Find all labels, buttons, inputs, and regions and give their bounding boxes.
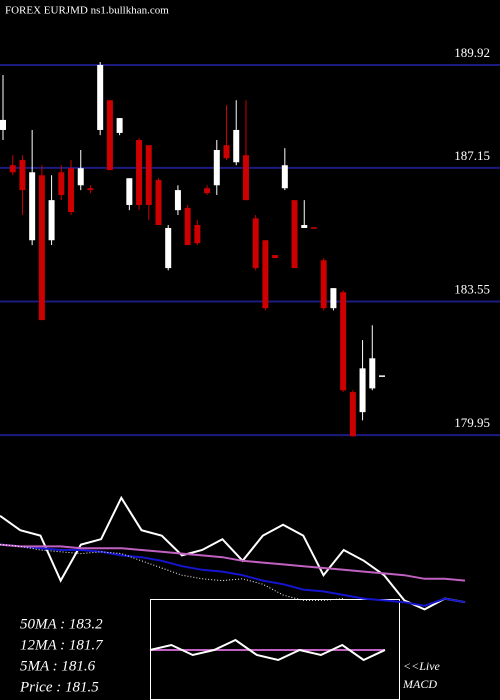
candle-body: [330, 288, 337, 309]
candle-body: [233, 129, 240, 163]
candle-body: [106, 100, 113, 171]
candle-body: [204, 188, 211, 194]
y-tick-label: 179.95: [454, 415, 490, 430]
candle-body: [145, 145, 152, 205]
candle-body: [359, 368, 366, 413]
macd-label: <<Live: [403, 659, 441, 673]
candle-body: [213, 150, 220, 186]
candle-body: [38, 175, 45, 321]
candle-body: [340, 292, 347, 391]
candle-body: [97, 64, 104, 130]
candle-body: [9, 165, 16, 173]
y-tick-label: 189.92: [454, 45, 490, 60]
candle-body: [281, 165, 288, 189]
candle-body: [262, 240, 269, 309]
stat-label: 5MA : 181.6: [20, 658, 96, 674]
chart-title: FOREX EURJMD ns1.bullkhan.com: [5, 5, 169, 17]
candle-body: [174, 190, 181, 211]
candle-body: [184, 207, 191, 246]
candle-body: [87, 188, 94, 191]
candle-body: [136, 139, 143, 205]
candle-body: [58, 172, 65, 195]
indicator-line: [149, 638, 386, 662]
candle-body: [48, 200, 55, 241]
candle-body: [320, 260, 327, 309]
candle-body: [369, 358, 376, 389]
candle-body: [194, 225, 201, 244]
candle-body: [165, 227, 172, 269]
stat-label: 50MA : 183.2: [20, 616, 103, 632]
stat-label: Price : 181.5: [19, 679, 99, 695]
candle-body: [252, 218, 259, 269]
candle-body: [379, 375, 385, 377]
candle-body: [19, 160, 26, 191]
candle-body: [310, 227, 317, 229]
indicator-line: [0, 543, 466, 582]
y-tick-label: 183.55: [454, 281, 490, 296]
candle-body: [0, 119, 6, 130]
candle-body: [116, 118, 123, 133]
candle-body: [349, 392, 356, 437]
candle-body: [68, 168, 75, 213]
candle-body: [77, 168, 84, 186]
candle-body: [272, 255, 279, 259]
macd-label: MACD: [402, 677, 437, 691]
candle-body: [126, 178, 133, 205]
candle-body: [155, 180, 162, 226]
candle-body: [301, 225, 308, 228]
candle-body: [223, 145, 230, 159]
indicator-line: [0, 544, 344, 601]
candle-body: [242, 155, 249, 201]
stat-label: 12MA : 181.7: [20, 637, 104, 653]
indicator-line: [0, 543, 466, 607]
candle-body: [291, 200, 298, 269]
candle-body: [29, 172, 36, 241]
y-tick-label: 187.15: [454, 148, 490, 163]
